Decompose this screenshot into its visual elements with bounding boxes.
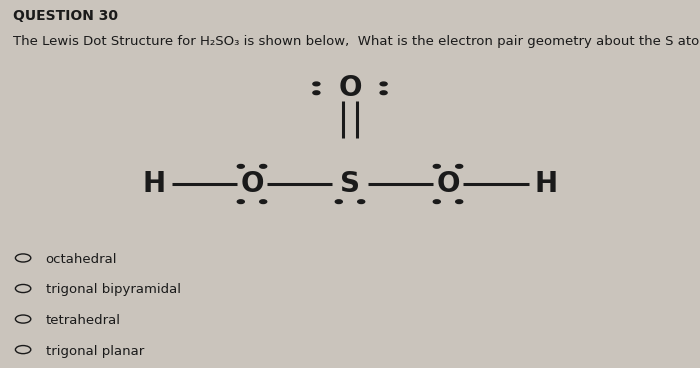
Text: QUESTION 30: QUESTION 30 [13, 9, 118, 23]
Circle shape [433, 200, 440, 204]
Text: S: S [340, 170, 360, 198]
Text: tetrahedral: tetrahedral [46, 314, 120, 327]
Text: H: H [142, 170, 166, 198]
Text: trigonal bipyramidal: trigonal bipyramidal [46, 283, 181, 297]
Text: H: H [534, 170, 558, 198]
Circle shape [456, 164, 463, 168]
Text: O: O [338, 74, 362, 102]
Circle shape [456, 200, 463, 204]
Circle shape [358, 200, 365, 204]
Text: octahedral: octahedral [46, 253, 117, 266]
Circle shape [313, 91, 320, 95]
Text: The Lewis Dot Structure for H₂SO₃ is shown below,  What is the electron pair geo: The Lewis Dot Structure for H₂SO₃ is sho… [13, 35, 700, 48]
Text: trigonal planar: trigonal planar [46, 344, 144, 358]
Circle shape [237, 200, 244, 204]
Circle shape [260, 164, 267, 168]
Circle shape [260, 200, 267, 204]
Circle shape [433, 164, 440, 168]
Circle shape [380, 91, 387, 95]
Circle shape [335, 200, 342, 204]
Circle shape [313, 82, 320, 86]
Circle shape [380, 82, 387, 86]
Text: O: O [240, 170, 264, 198]
Circle shape [237, 164, 244, 168]
Text: O: O [436, 170, 460, 198]
